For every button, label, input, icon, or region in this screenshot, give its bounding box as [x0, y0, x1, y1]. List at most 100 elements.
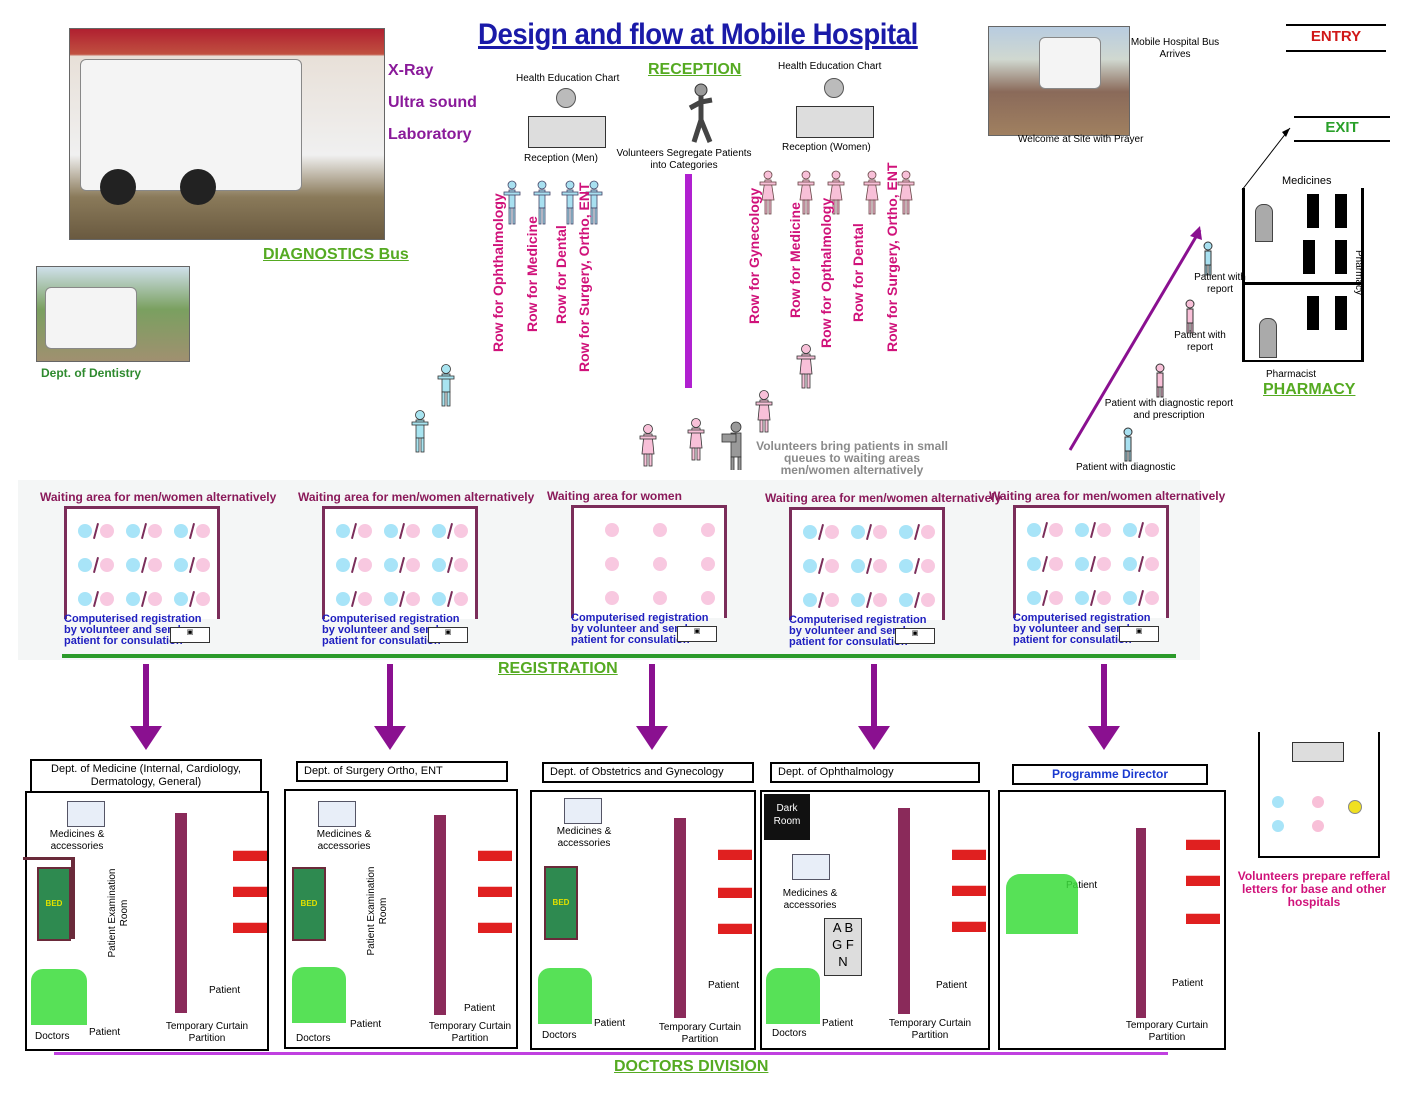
shelf-icon — [1307, 296, 1319, 330]
men-row-medicine: Row for Medicine — [524, 216, 540, 332]
seat-women — [358, 558, 372, 572]
referral-label: Volunteers prepare refferal letters for … — [1230, 870, 1398, 909]
medicines-label: Medicines & accessories — [770, 888, 850, 912]
registration-text: Computerised registration by volunteer a… — [64, 614, 204, 647]
flow-text-2: Patient with report — [1174, 330, 1226, 353]
doctors-label: Doctors — [296, 1033, 331, 1044]
programme-director-title: Programme Director — [1012, 764, 1208, 785]
seat-women — [1145, 523, 1159, 537]
seat-women — [825, 593, 839, 607]
seat-men — [1123, 591, 1137, 605]
pharmacy-room — [1242, 188, 1364, 362]
medicines-box-icon — [318, 801, 356, 827]
registration-text: Computerised registration by volunteer a… — [789, 615, 929, 648]
seat-women — [701, 523, 715, 537]
service-xray: X-Ray — [388, 62, 434, 79]
dept-obstetrics-title: Dept. of Obstetrics and Gynecology — [542, 762, 754, 783]
flow-arrow-1 — [128, 664, 164, 757]
seat-women — [605, 591, 619, 605]
seat-women — [1145, 557, 1159, 571]
chair-icon: ▬ — [952, 902, 986, 940]
chair-icon: ▬ — [952, 830, 986, 868]
bus-arrives-text: Mobile Hospital Bus Arrives — [1130, 37, 1220, 60]
seat-men — [803, 593, 817, 607]
flow-patient-report-3: Patient with diagnostic report and presc… — [1104, 398, 1234, 422]
seat-women — [825, 525, 839, 539]
waiting-area-1: Waiting area for men/women alternatively… — [40, 490, 277, 647]
seat-men — [803, 525, 817, 539]
seat-women — [921, 593, 935, 607]
partition-text: Temporary Curtain Partition — [1125, 1020, 1209, 1043]
registration-text-span: Computerised registration by volunteer a… — [64, 613, 202, 647]
seat-women — [873, 559, 887, 573]
chair-icon: ▬ — [718, 904, 752, 942]
chair-icon: ▬ — [1186, 856, 1220, 894]
chair-icon: ▬ — [478, 831, 512, 869]
examination-room-label: Patient Examination Room — [107, 863, 131, 963]
seat-men — [336, 592, 350, 606]
welcome-label: Welcome at Site with Prayer — [1018, 134, 1144, 145]
medicines-text: Medicines & accessories — [556, 826, 612, 849]
curtain-partition — [674, 818, 686, 1018]
chair-icon: ▬ — [478, 903, 512, 941]
referral-room — [1258, 732, 1380, 858]
doctors-label: Doctors — [35, 1031, 70, 1042]
seat-women — [605, 557, 619, 571]
pharmacy-divider — [1242, 282, 1364, 285]
arrival-bus-icon — [1039, 37, 1101, 89]
seat-men — [1123, 523, 1137, 537]
women-health-chart: Health Education Chart — [778, 61, 882, 72]
walkway-figures — [410, 344, 813, 478]
volunteer-icon — [686, 82, 713, 143]
computer-icon: ▣ — [895, 628, 935, 644]
seat-women — [148, 524, 162, 538]
dentistry-label: Dept. of Dentistry — [41, 366, 142, 380]
seat-men — [432, 558, 446, 572]
patient-label: Patient — [936, 980, 968, 991]
seat-women — [454, 592, 468, 606]
partition-label: Temporary Curtain Partition — [880, 1018, 980, 1042]
men-reception-desk — [528, 116, 606, 148]
waiting-area-4: Waiting area for men/women alternatively… — [765, 491, 1001, 648]
dot-blue — [1272, 820, 1284, 832]
curtain-partition — [175, 813, 187, 1013]
flow-patient-report-1: Patient with report — [1188, 272, 1252, 296]
service-ultrasound: Ultra sound — [388, 94, 477, 111]
women-reception-label: Reception (Women) — [782, 142, 871, 153]
shelf-icon — [1303, 240, 1315, 274]
seat-women — [406, 558, 420, 572]
dental-bus-icon — [45, 287, 137, 349]
pharmacist-icon — [1259, 318, 1277, 358]
patient-label: Patient — [594, 1018, 626, 1029]
seat-women — [148, 558, 162, 572]
doctor-icon — [766, 968, 820, 1024]
dentistry-photo — [36, 266, 190, 362]
bus-wheel-icon — [180, 169, 216, 205]
receptionist-icon — [824, 78, 844, 98]
medicines-label: Medicines & accessories — [544, 826, 624, 850]
volunteer-segregate-label: Volunteers Segregate Patients into Categ… — [614, 148, 754, 172]
patient-label: Patient — [350, 1019, 382, 1030]
flow-arrow-4 — [856, 664, 892, 757]
medicines-label: Medicines & accessories — [37, 829, 117, 853]
exit-label: EXIT — [1325, 119, 1359, 136]
men-health-chart: Health Education Chart — [516, 73, 620, 84]
registration-text: Computerised registration by volunteer a… — [1013, 613, 1153, 646]
registration-heading: REGISTRATION — [498, 660, 618, 677]
bus-arrives-label: Mobile Hospital Bus Arrives — [1130, 37, 1220, 61]
seat-women — [1145, 591, 1159, 605]
bed-icon: BED — [37, 867, 71, 941]
seat-men — [174, 558, 188, 572]
examination-room-text: Patient Examination Room — [107, 868, 130, 958]
page-title: Design and flow at Mobile Hospital — [478, 18, 918, 51]
women-row-gynecology: Row for Gynecology — [746, 187, 762, 324]
dept-title-text: Dept. of Obstetrics and Gynecology — [550, 766, 724, 778]
flow-patient-report-2: Patient with report — [1166, 330, 1234, 354]
waiting-area-title: Waiting area for men/women alternatively — [40, 490, 277, 504]
seat-men — [1027, 557, 1041, 571]
seat-women — [406, 524, 420, 538]
dept-title-text: Dept. of Surgery Ortho, ENT — [304, 765, 443, 777]
partition-label: Temporary Curtain Partition — [1112, 1020, 1222, 1044]
registration-text-span: Computerised registration by volunteer a… — [322, 613, 460, 647]
seat-women — [454, 524, 468, 538]
